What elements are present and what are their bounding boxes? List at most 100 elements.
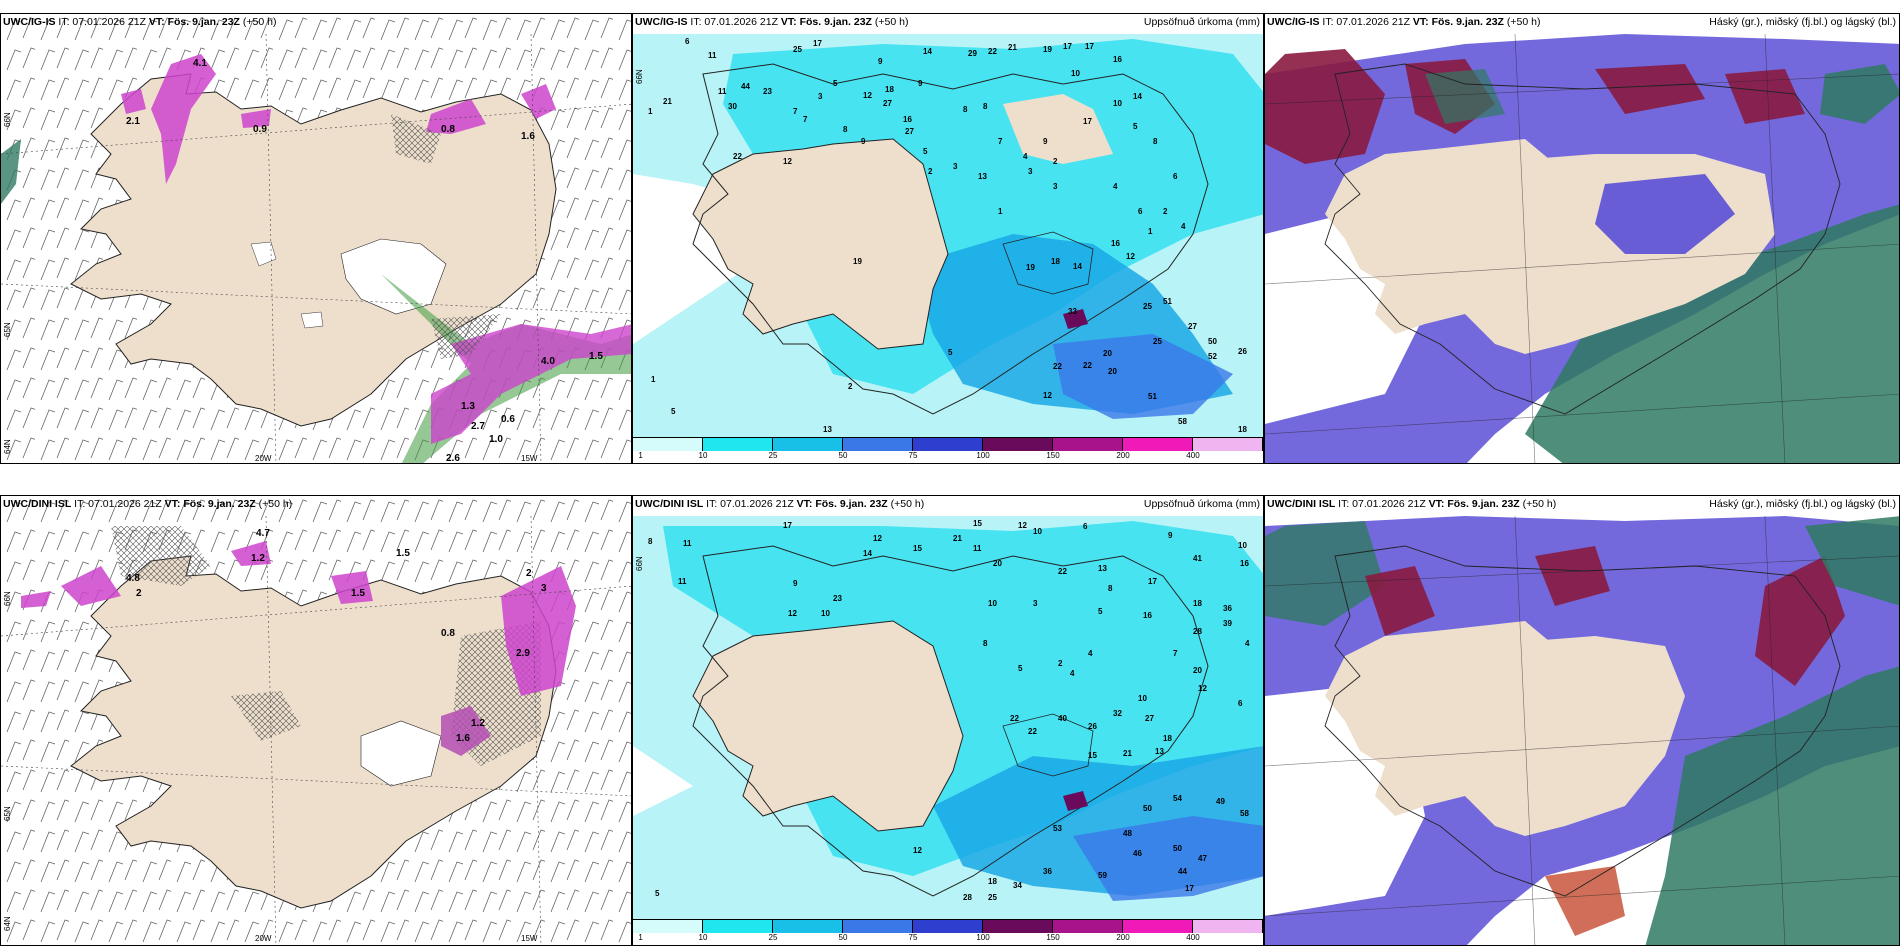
lon-label: 20W <box>255 934 272 943</box>
colorbar-tick-label: 50 <box>838 933 848 942</box>
colorbar-swatch <box>1123 438 1193 451</box>
colorbar-swatch <box>633 920 703 933</box>
colorbar-tick-label: 10 <box>698 451 708 460</box>
precip-value: 18 <box>1051 257 1060 266</box>
colorbar-tick-label: 150 <box>1046 933 1060 942</box>
wind-snow-map: 4.1 2.1 0.9 0.8 1.6 1.3 2.7 1.0 4.0 1.5 … <box>1 14 631 463</box>
lat-label: 65N <box>3 806 12 821</box>
precip-value: 10 <box>821 609 830 618</box>
precip-value: 9 <box>1168 531 1173 540</box>
colorbar-tick-label: 1 <box>638 451 643 460</box>
precip-value: 13 <box>1098 564 1107 573</box>
precip-value: 25 <box>1153 337 1162 346</box>
precip-value: 12 <box>1198 684 1207 693</box>
precip-labels: 6 11 17 25 9 14 29 22 21 19 17 17 16 10 … <box>648 37 1247 434</box>
precip-value: 11 <box>718 87 727 96</box>
colorbar-tick-label: 150 <box>1046 451 1060 460</box>
precip-value: 21 <box>663 97 672 106</box>
precip-value: 3 <box>818 92 823 101</box>
precip-value: 58 <box>1240 809 1249 818</box>
colorbar-tick-label: 100 <box>976 933 990 942</box>
precip-value: 5 <box>1133 122 1138 131</box>
precip-value: 4 <box>1088 649 1093 658</box>
panel-title: UWC/DINI ISL IT: 07.01.2026 21Z VT: Fös.… <box>1267 498 1557 510</box>
panel-field-title: Háský (gr.), miðský (fj.bl.) og lágský (… <box>1709 16 1896 28</box>
lat-label: 64N <box>3 439 12 454</box>
precip-value: 17 <box>813 39 822 48</box>
precip-value: 3 <box>1053 182 1058 191</box>
precip-value: 2 <box>1163 207 1168 216</box>
precip-value: 3 <box>1028 167 1033 176</box>
precip-value: 20 <box>1193 666 1202 675</box>
colorbar-swatch <box>1193 920 1263 933</box>
precip-value: 28 <box>1193 627 1202 636</box>
colorbar-tick-label: 100 <box>976 451 990 460</box>
snow-value: 2.7 <box>471 421 485 432</box>
precip-value: 26 <box>1238 347 1247 356</box>
precip-value: 19 <box>1026 263 1035 272</box>
precip-value: 10 <box>1113 99 1122 108</box>
colorbar-swatch <box>1053 438 1123 451</box>
precip-value: 16 <box>1113 55 1122 64</box>
precip-value: 3 <box>1033 599 1038 608</box>
precip-value: 22 <box>1028 727 1037 736</box>
lat-label: 66N <box>3 112 12 127</box>
precip-value: 18 <box>1238 425 1247 434</box>
precip-value: 12 <box>1043 391 1052 400</box>
colorbar-swatch <box>843 438 913 451</box>
precip-value: 20 <box>993 559 1002 568</box>
precip-value: 30 <box>728 102 737 111</box>
precip-value: 27 <box>1145 714 1154 723</box>
precip-value: 4 <box>1245 639 1250 648</box>
colorbar-swatch <box>913 920 983 933</box>
panel-title: UWC/DINI ISL IT: 07.01.2026 21Z VT: Fös.… <box>635 498 925 510</box>
snow-value: 1.5 <box>396 548 410 559</box>
snow-value: 1.5 <box>589 351 603 362</box>
precip-value: 21 <box>1008 43 1017 52</box>
precip-value: 22 <box>733 152 742 161</box>
precip-value: 9 <box>918 79 923 88</box>
colorbar-tick-label: 25 <box>768 933 778 942</box>
precip-value: 14 <box>863 549 872 558</box>
snow-value: 1.2 <box>471 718 485 729</box>
lon-label: 20W <box>255 454 272 463</box>
precip-value: 51 <box>1163 297 1172 306</box>
precip-value: 10 <box>1033 527 1042 536</box>
snow-value: 1.2 <box>251 553 265 564</box>
precip-value: 11 <box>973 544 982 553</box>
map-panel-snow-wind-ig: UWC/IG-IS IT: 07.01.2026 21Z VT: Fös. 9.… <box>0 13 632 464</box>
snow-value: 0.6 <box>501 414 515 425</box>
colorbar-swatch <box>773 438 843 451</box>
precip-value: 50 <box>1173 844 1182 853</box>
panel-field-title: Uppsöfnuð úrkoma (mm) <box>1143 16 1260 28</box>
precip-value: 25 <box>793 45 802 54</box>
lat-label: 66N <box>635 556 644 571</box>
cloud-map <box>1265 14 1899 463</box>
precip-value: 6 <box>1083 522 1088 531</box>
precip-value: 15 <box>913 544 922 553</box>
lon-label: 15W <box>521 934 538 943</box>
precip-value: 49 <box>1216 797 1225 806</box>
precip-value: 7 <box>793 107 798 116</box>
precip-value: 16 <box>1143 611 1152 620</box>
precip-value: 5 <box>655 889 660 898</box>
snow-value: 1.5 <box>351 588 365 599</box>
precip-value: 40 <box>1058 714 1067 723</box>
precip-value: 16 <box>1111 239 1120 248</box>
precip-value: 13 <box>823 425 832 434</box>
precip-value: 50 <box>1143 804 1152 813</box>
precip-value: 8 <box>843 125 848 134</box>
precip-value: 7 <box>803 115 808 124</box>
map-panel-precip-dini: UWC/DINI ISL IT: 07.01.2026 21Z VT: Fös.… <box>632 495 1264 946</box>
snow-value: 2.1 <box>126 116 140 127</box>
snow-value: 1.6 <box>456 733 470 744</box>
precip-labels: 17 15 12 10 6 9 10 8 11 12 14 15 21 11 4… <box>648 519 1250 902</box>
precip-value: 22 <box>988 47 997 56</box>
precip-value: 10 <box>1238 541 1247 550</box>
colorbar-swatch <box>703 920 773 933</box>
colorbar-swatch <box>983 438 1053 451</box>
precip-value: 5 <box>671 407 676 416</box>
precip-value: 13 <box>978 172 987 181</box>
iceland-land <box>70 73 557 427</box>
precip-value: 18 <box>1163 734 1172 743</box>
